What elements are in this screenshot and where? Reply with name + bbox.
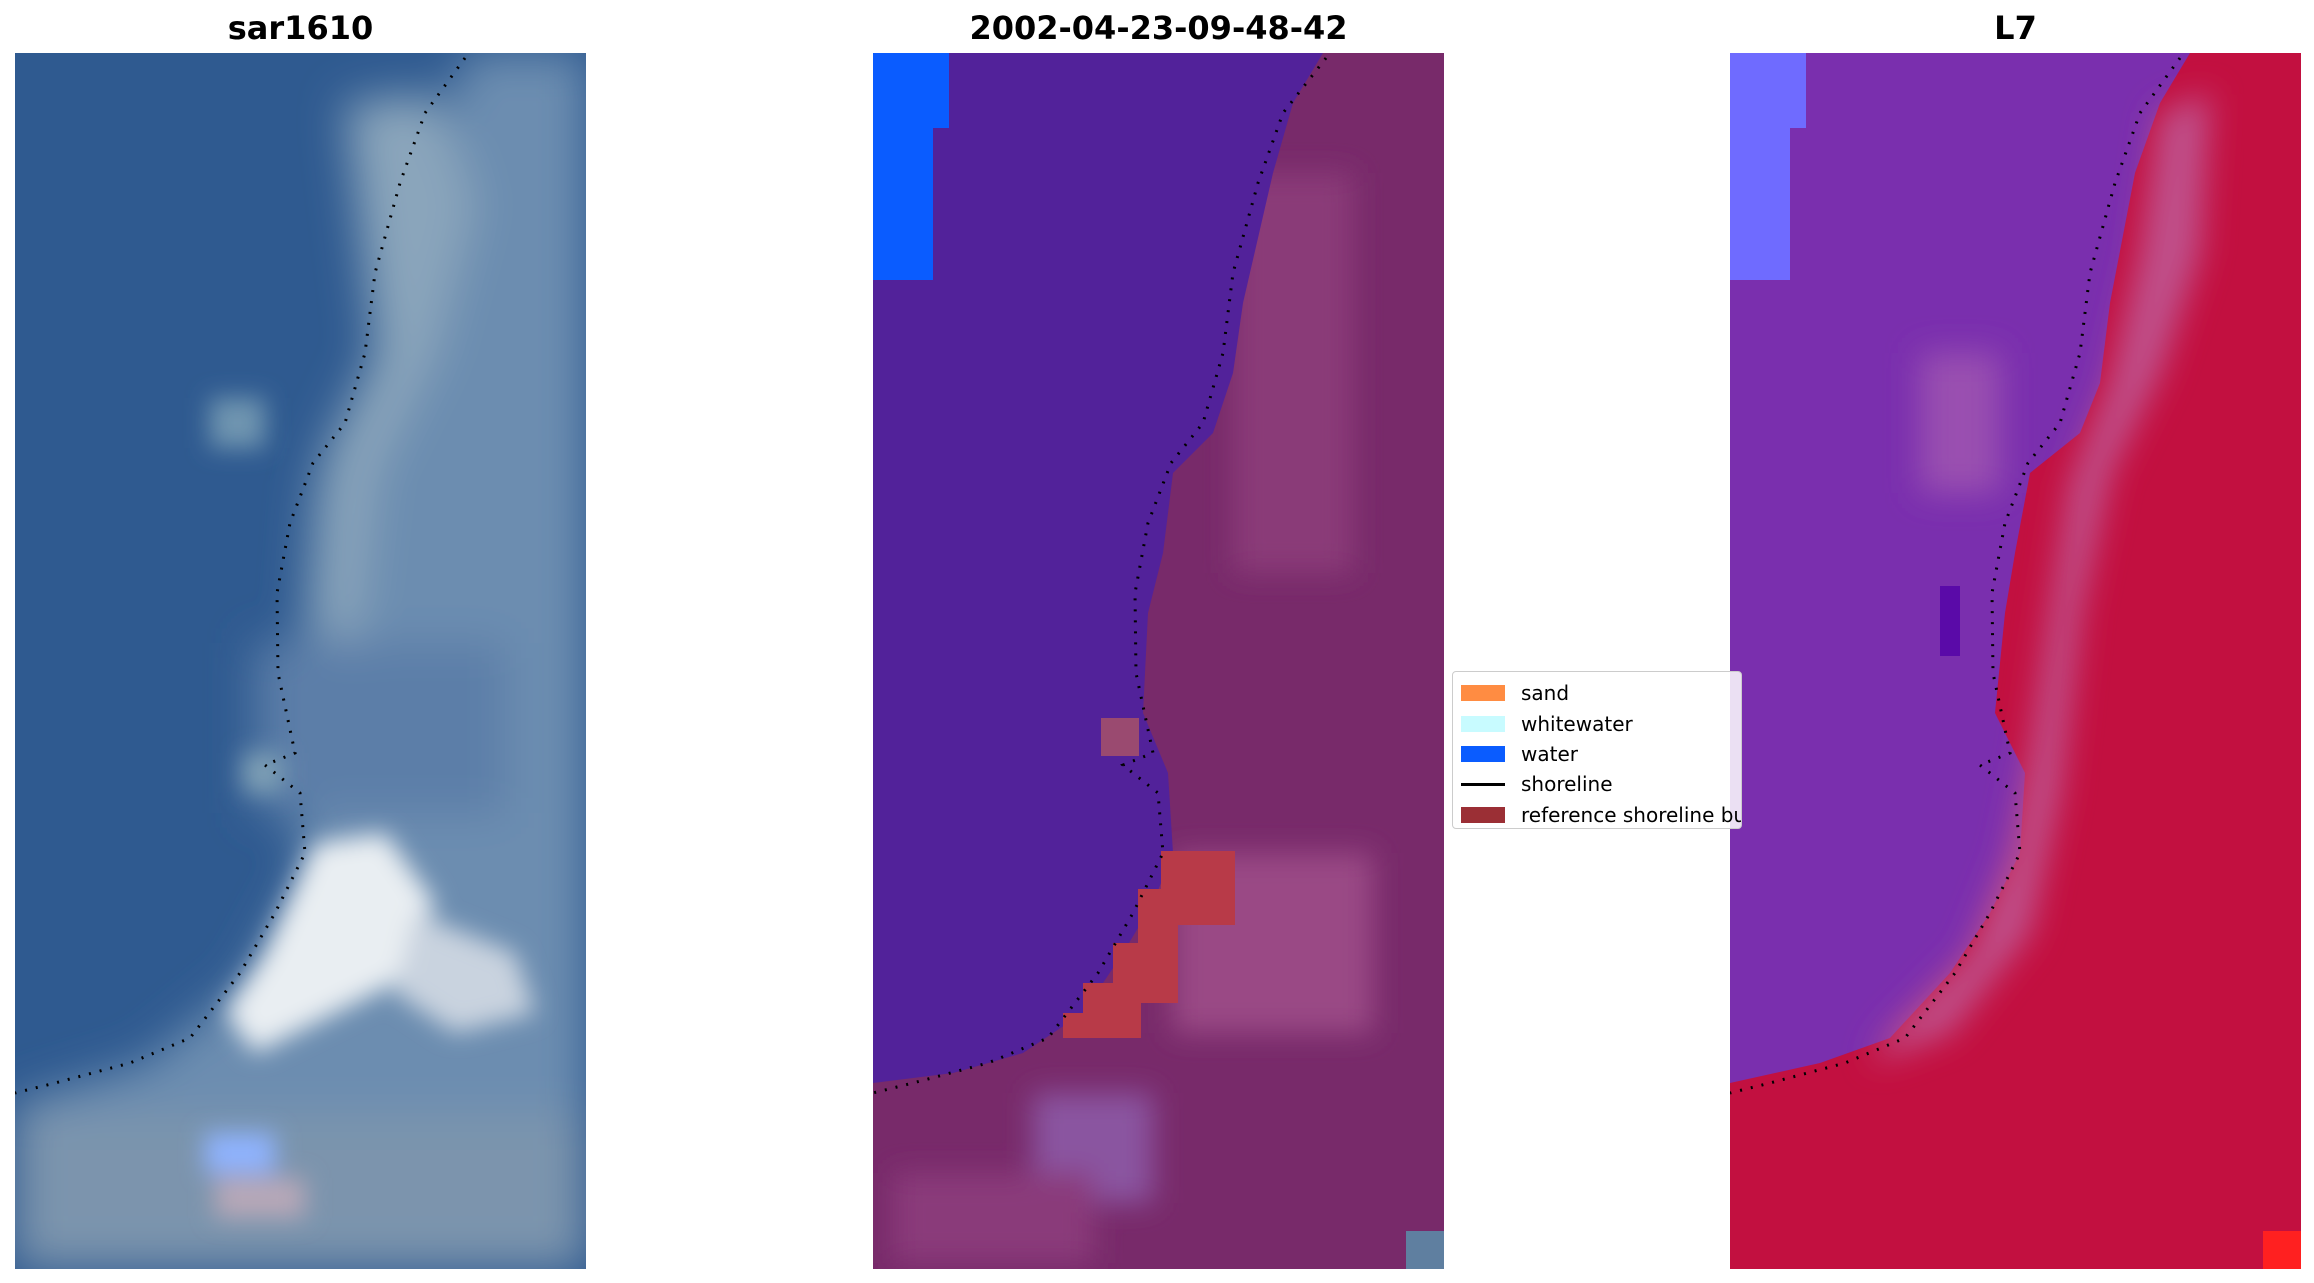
rgb-image xyxy=(15,53,586,1269)
legend-item-sand: sand xyxy=(1461,678,1741,708)
index-land-pixel xyxy=(2263,1231,2301,1269)
class-corner-pixel xyxy=(1406,1231,1444,1269)
legend-item-whitewater: whitewater xyxy=(1461,708,1741,738)
rgb-shoreline xyxy=(15,57,467,1095)
panel-title-rgb: sar1610 xyxy=(227,9,374,47)
index-water-area xyxy=(1730,53,2190,1083)
legend-label-reference-buffer: reference shoreline buffer xyxy=(1521,802,1741,827)
rgb-surf-zone xyxy=(205,398,535,1218)
index-image xyxy=(1730,53,2301,1269)
classification-panel xyxy=(873,53,1444,1269)
index-panel xyxy=(1730,53,2301,1269)
index-water-pixels-lower xyxy=(1730,128,1790,280)
legend-label-shoreline: shoreline xyxy=(1521,772,1613,797)
index-shoreline xyxy=(1730,57,2182,1095)
legend-swatch-sand xyxy=(1461,685,1505,702)
class-mixed-pixel xyxy=(1101,718,1139,756)
classification-image xyxy=(873,53,1444,1269)
panel-title-index: L7 xyxy=(1994,9,2037,47)
class-water-pixels-lower xyxy=(873,128,933,280)
panel-title-classification: 2002-04-23-09-48-42 xyxy=(969,9,1348,47)
legend-swatch-water xyxy=(1461,745,1505,762)
legend-swatch-shoreline xyxy=(1461,782,1505,786)
legend-swatch-reference-buffer xyxy=(1461,806,1505,823)
legend-item-water: water xyxy=(1461,739,1741,769)
legend-label-sand: sand xyxy=(1521,681,1570,706)
class-buffer-pixels xyxy=(1063,851,1235,1038)
rgb-image-panel xyxy=(15,53,586,1269)
legend: sand whitewater water shoreline referenc… xyxy=(1452,671,1742,829)
legend-item-shoreline: shoreline xyxy=(1461,769,1741,799)
legend-label-whitewater: whitewater xyxy=(1521,711,1633,736)
index-dark-pixel xyxy=(1940,586,1960,656)
class-water-area xyxy=(873,53,1323,1083)
legend-item-reference-buffer: reference shoreline buffer xyxy=(1461,800,1741,828)
class-water-pixels xyxy=(873,53,949,128)
legend-swatch-whitewater xyxy=(1461,715,1505,732)
index-water-pixels xyxy=(1730,53,1806,128)
legend-label-water: water xyxy=(1521,741,1578,766)
index-transition-zone xyxy=(1870,93,2210,1063)
